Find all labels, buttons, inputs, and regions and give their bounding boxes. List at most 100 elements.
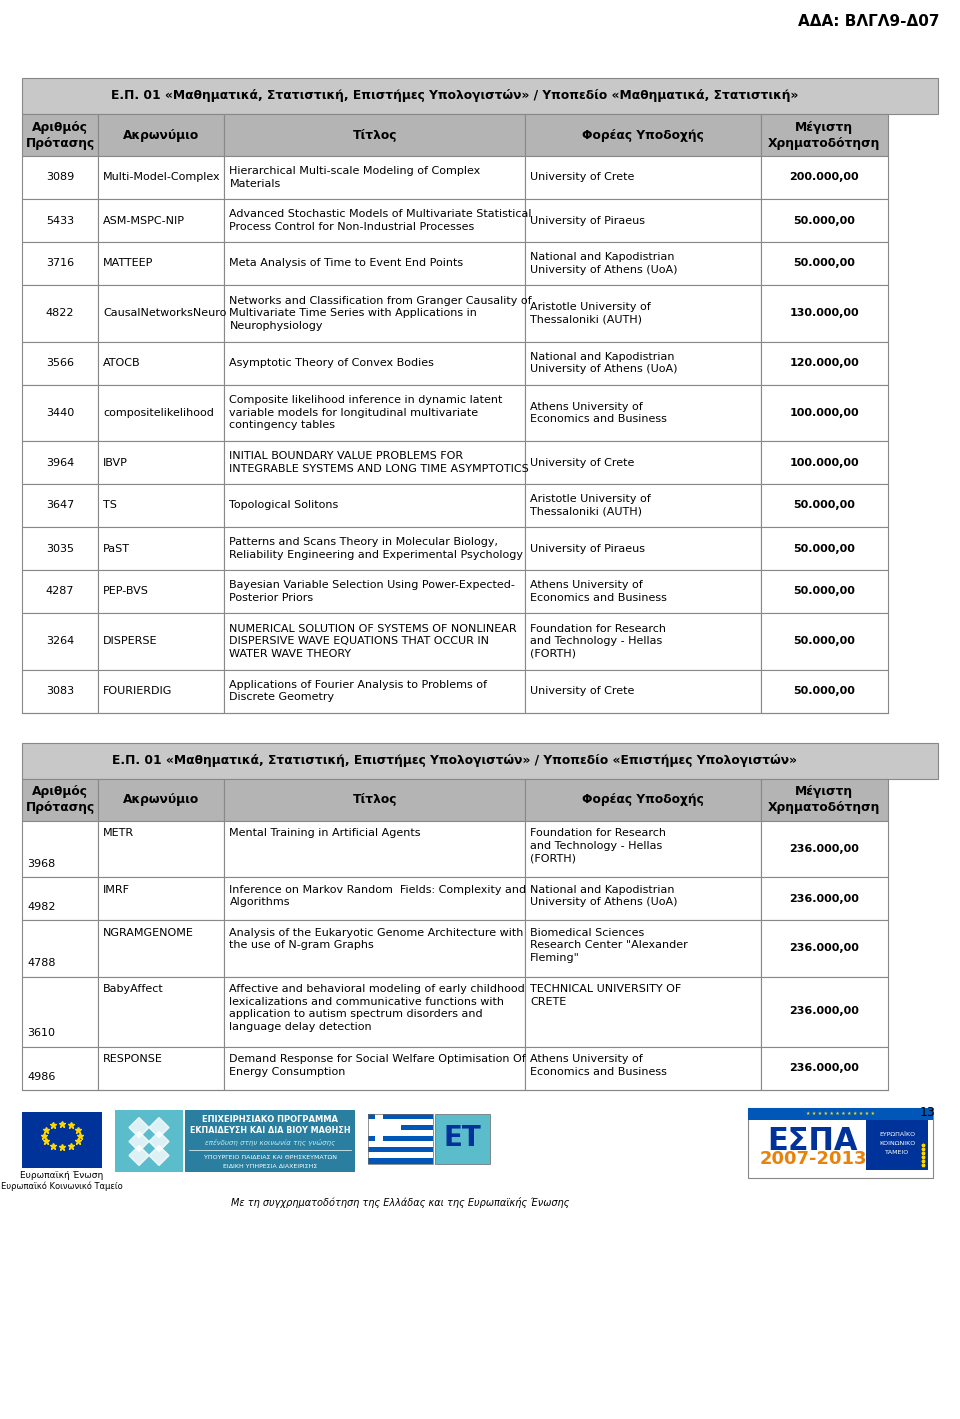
Bar bbox=[22, 779, 98, 820]
Text: 3566: 3566 bbox=[46, 358, 74, 368]
Bar bbox=[22, 877, 98, 920]
Bar bbox=[225, 526, 525, 570]
Bar bbox=[761, 1046, 888, 1090]
Bar bbox=[525, 976, 761, 1046]
Bar bbox=[225, 779, 525, 820]
Bar bbox=[761, 199, 888, 243]
Bar bbox=[525, 441, 761, 484]
Bar bbox=[98, 877, 225, 920]
Bar bbox=[98, 156, 225, 199]
Text: Μέγιστη
Χρηματοδότηση: Μέγιστη Χρηματοδότηση bbox=[768, 785, 880, 815]
Bar bbox=[225, 613, 525, 670]
Text: ΕΥΡΩΠΑΪΚΟ: ΕΥΡΩΠΑΪΚΟ bbox=[879, 1132, 915, 1137]
Bar bbox=[225, 285, 525, 342]
Bar bbox=[98, 570, 225, 613]
Bar bbox=[225, 1046, 525, 1090]
Bar bbox=[761, 156, 888, 199]
Text: ΤΑΜΕΙΟ: ΤΑΜΕΙΟ bbox=[885, 1149, 909, 1155]
Bar bbox=[185, 1110, 355, 1172]
Text: MATTEEP: MATTEEP bbox=[103, 258, 154, 268]
Bar bbox=[225, 199, 525, 243]
Text: National and Kapodistrian
University of Athens (UoA): National and Kapodistrian University of … bbox=[530, 352, 678, 375]
Bar bbox=[525, 920, 761, 976]
Text: Topological Solitons: Topological Solitons bbox=[229, 501, 339, 511]
Text: 120.000,00: 120.000,00 bbox=[789, 358, 859, 368]
Bar bbox=[525, 779, 761, 820]
Text: compositelikelihood: compositelikelihood bbox=[103, 407, 214, 417]
Text: 236.000,00: 236.000,00 bbox=[789, 844, 859, 854]
Text: 3610: 3610 bbox=[27, 1029, 55, 1039]
Bar bbox=[98, 441, 225, 484]
Bar bbox=[22, 976, 98, 1046]
Bar bbox=[225, 342, 525, 385]
Text: IMRF: IMRF bbox=[103, 885, 130, 895]
Text: CausalNetworksNeuro: CausalNetworksNeuro bbox=[103, 308, 227, 318]
Bar bbox=[761, 484, 888, 526]
Text: Athens University of
Economics and Business: Athens University of Economics and Busin… bbox=[530, 1054, 667, 1077]
Text: ET: ET bbox=[444, 1124, 481, 1152]
Bar bbox=[225, 114, 525, 156]
Text: National and Kapodistrian
University of Athens (UoA): National and Kapodistrian University of … bbox=[530, 885, 678, 907]
Text: Foundation for Research
and Technology - Hellas
(FORTH): Foundation for Research and Technology -… bbox=[530, 829, 666, 863]
Bar bbox=[22, 156, 98, 199]
Bar bbox=[225, 385, 525, 441]
Bar bbox=[22, 670, 98, 712]
Bar bbox=[525, 484, 761, 526]
Bar bbox=[525, 526, 761, 570]
Text: Meta Analysis of Time to Event End Points: Meta Analysis of Time to Event End Point… bbox=[229, 258, 464, 268]
Bar bbox=[368, 1125, 433, 1130]
Text: 4982: 4982 bbox=[27, 902, 56, 912]
Bar bbox=[22, 920, 98, 976]
Text: Hierarchical Multi-scale Modeling of Complex
Materials: Hierarchical Multi-scale Modeling of Com… bbox=[229, 166, 481, 189]
Text: IBVP: IBVP bbox=[103, 457, 128, 467]
Text: Τίτλος: Τίτλος bbox=[352, 129, 396, 142]
Text: Advanced Stochastic Models of Multivariate Statistical
Process Control for Non-I: Advanced Stochastic Models of Multivaria… bbox=[229, 209, 532, 231]
Text: 3035: 3035 bbox=[46, 543, 74, 553]
Bar bbox=[761, 342, 888, 385]
Text: 100.000,00: 100.000,00 bbox=[790, 457, 859, 467]
Text: INITIAL BOUNDARY VALUE PROBLEMS FOR
INTEGRABLE SYSTEMS AND LONG TIME ASYMPTOTICS: INITIAL BOUNDARY VALUE PROBLEMS FOR INTE… bbox=[229, 451, 529, 474]
Bar bbox=[98, 613, 225, 670]
Text: Analysis of the Eukaryotic Genome Architecture with
the use of N-gram Graphs: Analysis of the Eukaryotic Genome Archit… bbox=[229, 928, 524, 951]
Text: ΑΔΑ: ΒΛΓΛ9-Δ07: ΑΔΑ: ΒΛΓΛ9-Δ07 bbox=[799, 14, 940, 28]
Bar bbox=[525, 877, 761, 920]
Text: 3647: 3647 bbox=[46, 501, 74, 511]
Text: Demand Response for Social Welfare Optimisation Of
Energy Consumption: Demand Response for Social Welfare Optim… bbox=[229, 1054, 526, 1077]
Text: TECHNICAL UNIVERSITY OF
CRETE: TECHNICAL UNIVERSITY OF CRETE bbox=[530, 985, 682, 1007]
Text: 3440: 3440 bbox=[46, 407, 74, 417]
Text: FOURIERDIG: FOURIERDIG bbox=[103, 685, 173, 695]
Text: University of Piraeus: University of Piraeus bbox=[530, 543, 645, 553]
Text: 200.000,00: 200.000,00 bbox=[790, 173, 859, 183]
Bar bbox=[525, 385, 761, 441]
Text: Ε.Π. 01 «Μαθηματικά, Στατιστική, Επιστήμες Υπολογιστών» / Υποπεδίο «Επιστήμες Υπ: Ε.Π. 01 «Μαθηματικά, Στατιστική, Επιστήμ… bbox=[112, 753, 798, 768]
Text: 236.000,00: 236.000,00 bbox=[789, 944, 859, 954]
Polygon shape bbox=[129, 1131, 149, 1151]
Text: 50.000,00: 50.000,00 bbox=[794, 216, 855, 226]
Text: METR: METR bbox=[103, 829, 134, 839]
Bar bbox=[368, 1125, 400, 1131]
Text: Μέγιστη
Χρηματοδότηση: Μέγιστη Χρηματοδότηση bbox=[768, 121, 880, 149]
Bar bbox=[22, 285, 98, 342]
Bar bbox=[98, 385, 225, 441]
Text: 50.000,00: 50.000,00 bbox=[794, 586, 855, 596]
Bar bbox=[22, 1046, 98, 1090]
Text: University of Piraeus: University of Piraeus bbox=[530, 216, 645, 226]
Bar bbox=[225, 441, 525, 484]
Bar bbox=[98, 820, 225, 877]
Bar bbox=[225, 156, 525, 199]
Text: 4986: 4986 bbox=[27, 1071, 56, 1081]
Text: RESPONSE: RESPONSE bbox=[103, 1054, 163, 1064]
Bar bbox=[761, 441, 888, 484]
Bar bbox=[98, 1046, 225, 1090]
Bar bbox=[525, 243, 761, 285]
Bar bbox=[525, 820, 761, 877]
Bar bbox=[98, 285, 225, 342]
Bar bbox=[22, 114, 98, 156]
Text: 50.000,00: 50.000,00 bbox=[794, 501, 855, 511]
Bar bbox=[368, 1114, 433, 1164]
Bar bbox=[225, 920, 525, 976]
Text: 4822: 4822 bbox=[46, 308, 74, 318]
Bar bbox=[225, 820, 525, 877]
Text: ΕΣΠΑ: ΕΣΠΑ bbox=[768, 1127, 858, 1156]
Bar bbox=[525, 1046, 761, 1090]
